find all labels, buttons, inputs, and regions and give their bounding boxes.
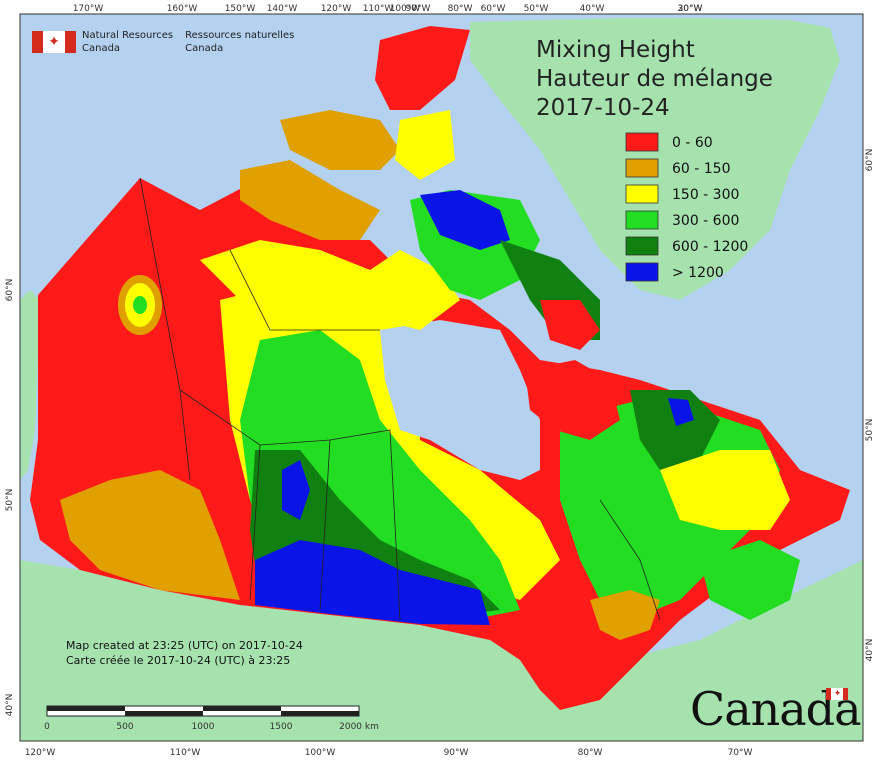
agency-en-line2: Canada: [82, 43, 121, 54]
scale-label: 1000: [192, 722, 215, 732]
zone-red-ontario: [520, 625, 620, 705]
bottom-tick-label: 120°W: [25, 748, 56, 758]
legend-swatch: [625, 184, 659, 204]
agency-fr-line1: Ressources naturelles: [185, 30, 295, 41]
title-date: 2017-10-24: [536, 95, 670, 121]
legend-label: 600 - 1200: [672, 239, 748, 255]
bottom-tick-label: 70°W: [728, 748, 753, 758]
legend-swatch: [625, 132, 659, 152]
right-tick-label: 50°N: [865, 419, 875, 442]
legend-swatch: [625, 210, 659, 230]
usa-landmass: [20, 560, 863, 741]
legend-swatch: [625, 262, 659, 282]
right-tick-label: 60°N: [865, 149, 875, 172]
right-tick-label: 40°N: [865, 639, 875, 662]
title-fr: Hauteur de mélange: [536, 66, 773, 92]
top-tick-label: 50°W: [524, 4, 549, 14]
zone-orange-quebec-south: [590, 590, 660, 640]
arctic-yellow-islands: [200, 240, 460, 330]
legend-label: 0 - 60: [672, 135, 713, 151]
bottom-tick-label: 110°W: [170, 748, 201, 758]
top-tick-label: 20°W: [678, 4, 703, 14]
scale-label: 1500: [270, 722, 293, 732]
top-tick-label: 140°W: [267, 4, 298, 14]
top-tick-label: 150°W: [225, 4, 256, 14]
agency-en-line1: Natural Resources: [82, 30, 174, 41]
scale-label: 500: [116, 722, 133, 732]
top-tick-label: 30°W: [678, 4, 703, 14]
zone-yellow-quebec: [660, 450, 790, 530]
agency-fr-line2: Canada: [185, 43, 224, 54]
legend-label: 60 - 150: [672, 161, 731, 177]
wordmark-flag-icon: ✦: [826, 688, 848, 700]
legend-label: > 1200: [672, 265, 724, 281]
legend-swatch: [625, 158, 659, 178]
top-tick-label: 40°W: [580, 4, 605, 14]
zone-darkgreen-labrador: [630, 390, 720, 470]
top-tick-label: 100°W: [390, 4, 421, 14]
left-tick-label: 50°N: [5, 489, 15, 512]
top-tick-label: 60°W: [481, 4, 506, 14]
zone-blue-alberta: [282, 460, 310, 520]
top-tick-label: 170°W: [73, 4, 104, 14]
legend-label: 150 - 300: [672, 187, 739, 203]
zone-orange-west: [60, 470, 240, 600]
bottom-tick-label: 80°W: [578, 748, 603, 758]
scale-bar-labels: 0 500 1000 1500 2000 km: [44, 722, 379, 732]
agency-name-en: Natural Resources Canada: [82, 29, 173, 55]
credit-en: Map created at 23:25 (UTC) on 2017-10-24: [66, 639, 303, 652]
alaska-landmass: [20, 290, 40, 480]
canada-wordmark: Canada ✦: [690, 682, 862, 736]
left-graticule-labels: 60°N 50°N 40°N: [5, 279, 15, 717]
zone-blue-prairie: [255, 540, 490, 625]
map-border: [19, 13, 864, 742]
zone-green-atlantic: [700, 540, 800, 620]
top-tick-label: 110°W: [363, 4, 394, 14]
scale-label: 2000 km: [339, 722, 379, 732]
agency-name-fr: Ressources naturelles Canada: [185, 29, 294, 55]
title-en: Mixing Height: [536, 37, 695, 63]
right-graticule-labels: 60°N 50°N 40°N: [865, 149, 875, 662]
credit-fr: Carte créée le 2017-10-24 (UTC) à 23:25: [66, 654, 291, 667]
zone-blue-labrador: [668, 398, 694, 426]
canada-flag-icon: ✦: [32, 31, 76, 53]
provincial-borders: [139, 177, 661, 621]
baffin-red: [540, 300, 600, 350]
arctic-orange-islands: [240, 160, 380, 240]
arctic-orange-north: [280, 110, 400, 170]
left-tick-label: 60°N: [5, 279, 15, 302]
scale-label: 0: [44, 722, 50, 732]
zone-red-ungava: [525, 360, 620, 440]
legend: 0 - 60 60 - 150 150 - 300 300 - 600 600 - 12…: [625, 132, 748, 282]
top-tick-label: 120°W: [321, 4, 352, 14]
map-credit: Map created at 23:25 (UTC) on 2017-10-24…: [66, 638, 303, 668]
bottom-tick-label: 90°W: [444, 748, 469, 758]
scale-bar: [46, 705, 360, 717]
bottom-graticule-labels: 120°W 110°W 100°W 90°W 80°W 70°W: [25, 748, 753, 758]
arctic-yellow-north: [395, 110, 455, 180]
hudson-bay: [380, 320, 540, 480]
map-title: Mixing Height Hauteur de mélange 2017-10…: [536, 36, 773, 123]
top-tick-label: 90°W: [406, 4, 431, 14]
bottom-tick-label: 100°W: [305, 748, 336, 758]
top-tick-label: 80°W: [448, 4, 473, 14]
legend-label: 300 - 600: [672, 213, 739, 229]
legend-swatch: [625, 236, 659, 256]
ellesmere-red: [375, 26, 470, 110]
baffin-blue: [420, 190, 510, 250]
agency-signature: ✦ Natural Resources Canada Ressources na…: [32, 29, 306, 55]
left-tick-label: 40°N: [5, 694, 15, 717]
top-tick-label: 160°W: [167, 4, 198, 14]
yukon-green-spot: [133, 296, 147, 314]
